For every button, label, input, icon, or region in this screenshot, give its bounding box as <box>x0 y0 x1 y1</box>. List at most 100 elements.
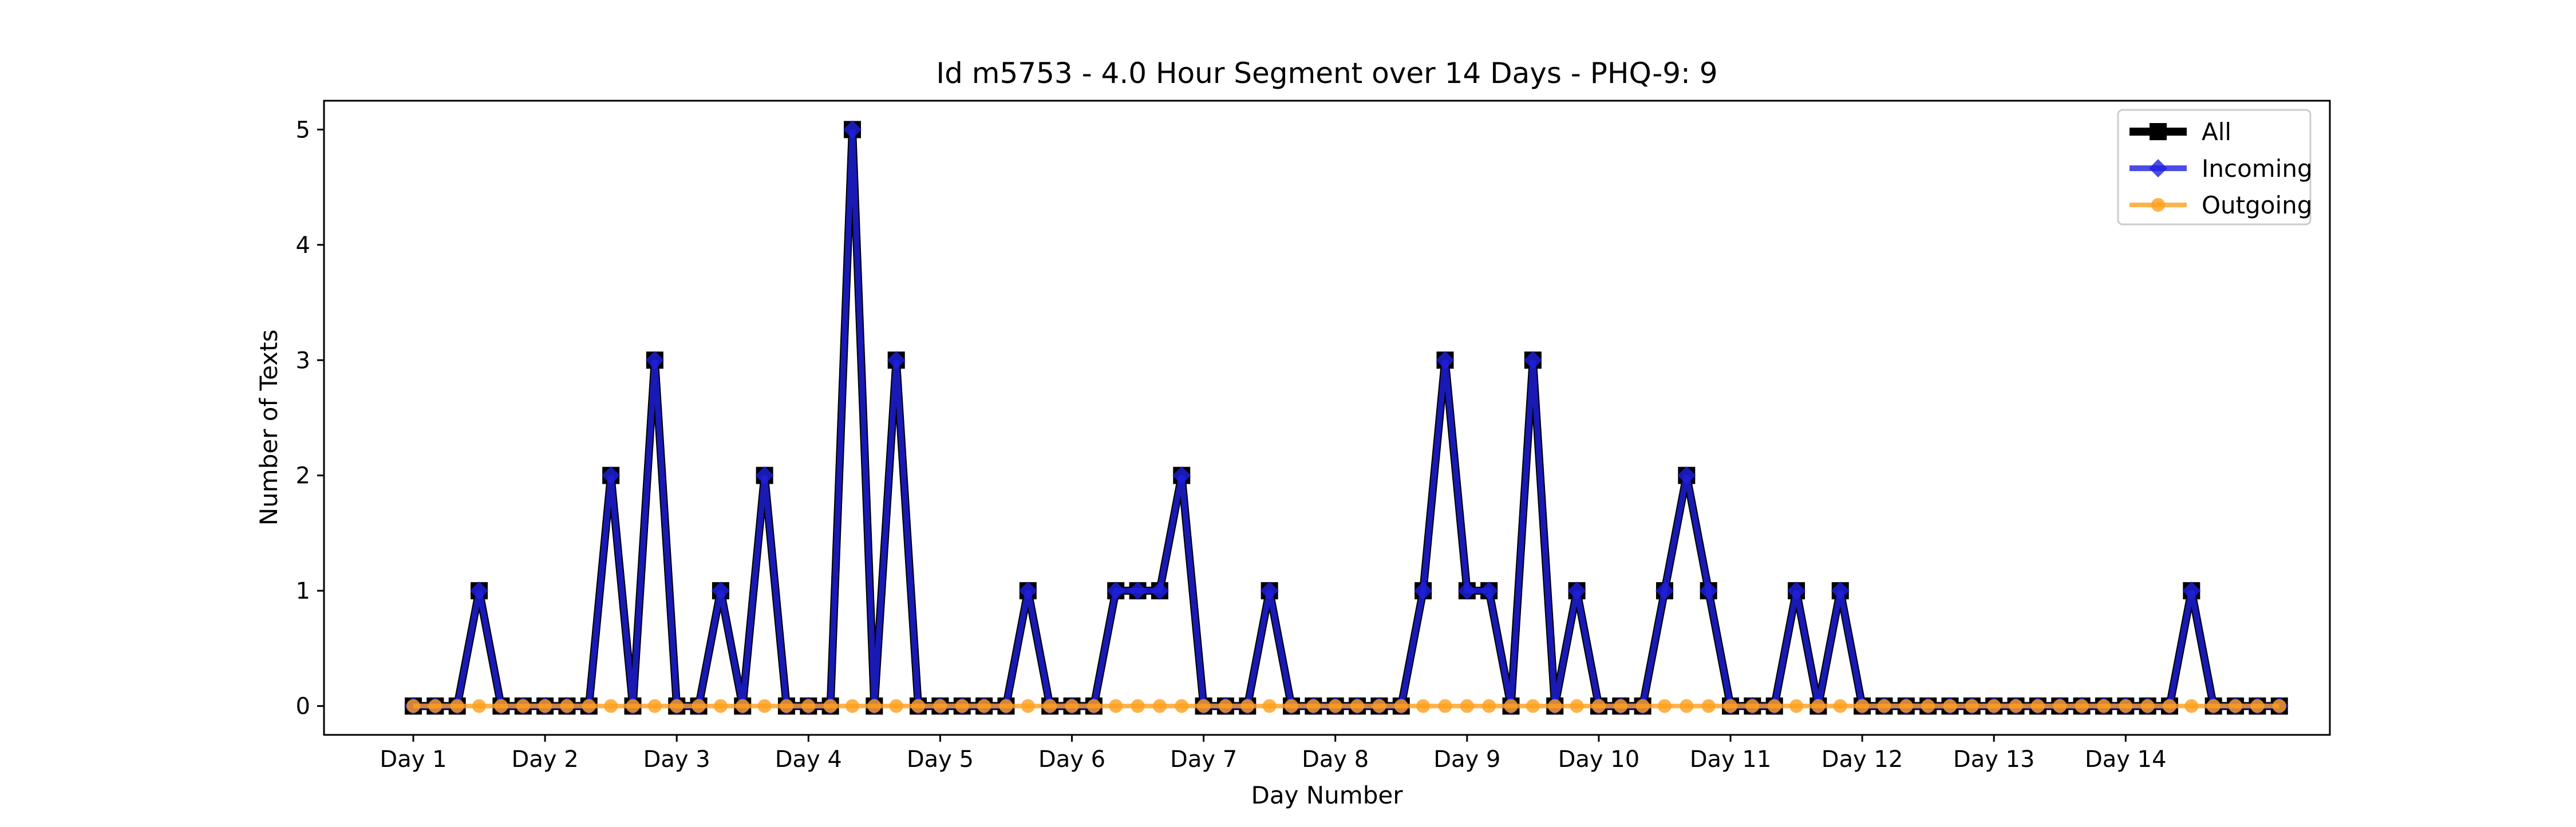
data-point-outgoing <box>1789 699 1804 713</box>
data-point-outgoing <box>1635 699 1650 713</box>
data-point-incoming <box>1787 581 1806 600</box>
data-point-outgoing <box>1285 699 1298 713</box>
data-point-outgoing <box>1109 699 1123 713</box>
data-point-outgoing <box>1131 699 1145 713</box>
data-point-incoming <box>1414 581 1433 600</box>
data-point-outgoing <box>1724 699 1737 713</box>
y-tick-label: 5 <box>296 117 310 143</box>
data-point-incoming <box>1655 581 1674 600</box>
data-point-outgoing <box>1855 699 1870 713</box>
data-point-outgoing <box>1086 699 1101 713</box>
data-point-outgoing <box>604 699 618 713</box>
data-point-outgoing <box>1680 699 1694 713</box>
data-point-outgoing <box>977 699 991 713</box>
series-line-all <box>413 129 2279 710</box>
data-point-outgoing <box>2140 699 2155 713</box>
x-tick-label: Day 6 <box>1038 746 1105 773</box>
data-point-outgoing <box>1394 699 1408 713</box>
data-point-incoming <box>2182 581 2201 600</box>
data-point-outgoing <box>516 699 530 713</box>
data-point-outgoing <box>801 699 816 713</box>
data-point-incoming <box>1699 581 1718 600</box>
x-tick-label: Day 3 <box>643 746 710 773</box>
x-tick-label: Day 1 <box>380 746 447 773</box>
series-incoming <box>404 120 2289 715</box>
data-point-outgoing <box>582 699 596 713</box>
data-point-outgoing <box>1021 699 1035 713</box>
data-point-incoming <box>1436 351 1455 370</box>
data-point-outgoing <box>933 699 947 713</box>
legend-label: Outgoing <box>2202 191 2312 219</box>
data-point-incoming <box>1457 581 1476 600</box>
data-point-outgoing <box>1504 699 1518 713</box>
x-tick-label: Day 10 <box>1558 746 1640 773</box>
y-axis-title: Number of Texts <box>255 330 283 526</box>
data-point-incoming <box>1172 466 1191 485</box>
series-line-incoming <box>413 129 2279 709</box>
data-point-outgoing <box>1965 699 1979 713</box>
data-point-outgoing <box>713 699 728 713</box>
data-point-outgoing <box>1218 699 1232 713</box>
data-point-incoming <box>1107 581 1125 600</box>
legend-label: All <box>2202 118 2231 146</box>
data-point-incoming <box>1018 581 1037 600</box>
y-tick-label: 3 <box>296 347 310 374</box>
y-axis: 0 1 2 3 4 5 <box>296 117 324 720</box>
y-tick-label: 0 <box>296 694 310 720</box>
data-point-outgoing <box>1043 699 1057 713</box>
data-point-outgoing <box>406 699 420 713</box>
data-point-outgoing <box>1328 699 1342 713</box>
legend-item-all: All <box>2129 118 2231 146</box>
data-point-incoming <box>1480 581 1499 600</box>
legend-item-incoming: Incoming <box>2129 155 2313 183</box>
y-tick-label: 4 <box>296 232 310 259</box>
data-point-outgoing <box>1811 699 1826 713</box>
plot-frame <box>323 100 2331 736</box>
data-point-incoming <box>1677 466 1696 485</box>
legend-item-outgoing: Outgoing <box>2129 191 2312 219</box>
data-point-outgoing <box>1767 699 1781 713</box>
x-tick-label: Day 11 <box>1690 746 1772 773</box>
data-point-incoming <box>602 466 621 485</box>
data-point-outgoing <box>1438 699 1452 713</box>
legend-swatch-marker <box>2151 198 2165 212</box>
x-tick-label: Day 9 <box>1433 746 1500 773</box>
data-point-outgoing <box>1262 699 1277 713</box>
data-point-outgoing <box>1591 699 1606 713</box>
series-layer <box>404 120 2289 715</box>
data-point-outgoing <box>2229 699 2243 713</box>
data-point-outgoing <box>1899 699 1913 713</box>
data-point-outgoing <box>1548 699 1562 713</box>
data-point-outgoing <box>846 699 859 713</box>
data-point-outgoing <box>692 699 706 713</box>
data-point-outgoing <box>494 699 508 713</box>
data-point-incoming <box>1567 581 1586 600</box>
legend: All Incoming Outgoing <box>2117 109 2313 225</box>
data-point-outgoing <box>1943 699 1957 713</box>
data-point-outgoing <box>779 699 793 713</box>
data-point-outgoing <box>1987 699 2001 713</box>
data-point-outgoing <box>2250 699 2265 713</box>
data-point-incoming <box>1150 581 1169 600</box>
data-point-outgoing <box>560 699 574 713</box>
data-point-outgoing <box>736 699 750 713</box>
data-point-outgoing <box>2119 699 2133 713</box>
x-axis-title: Day Number <box>1251 781 1403 809</box>
chart-title: Id m5753 - 4.0 Hour Segment over 14 Days… <box>936 57 1717 90</box>
data-point-outgoing <box>2075 699 2089 713</box>
data-point-outgoing <box>647 699 662 713</box>
data-point-outgoing <box>1306 699 1321 713</box>
data-point-outgoing <box>2030 699 2045 713</box>
data-point-outgoing <box>2163 699 2176 713</box>
data-point-incoming <box>1128 581 1147 600</box>
x-tick-label: Day 5 <box>907 746 974 773</box>
data-point-outgoing <box>2096 699 2111 713</box>
x-tick-label: Day 13 <box>1953 746 2035 773</box>
data-point-outgoing <box>1372 699 1386 713</box>
data-point-outgoing <box>1833 699 1847 713</box>
data-point-outgoing <box>428 699 442 713</box>
data-point-outgoing <box>450 699 464 713</box>
data-point-outgoing <box>999 699 1013 713</box>
data-point-outgoing <box>670 699 684 713</box>
